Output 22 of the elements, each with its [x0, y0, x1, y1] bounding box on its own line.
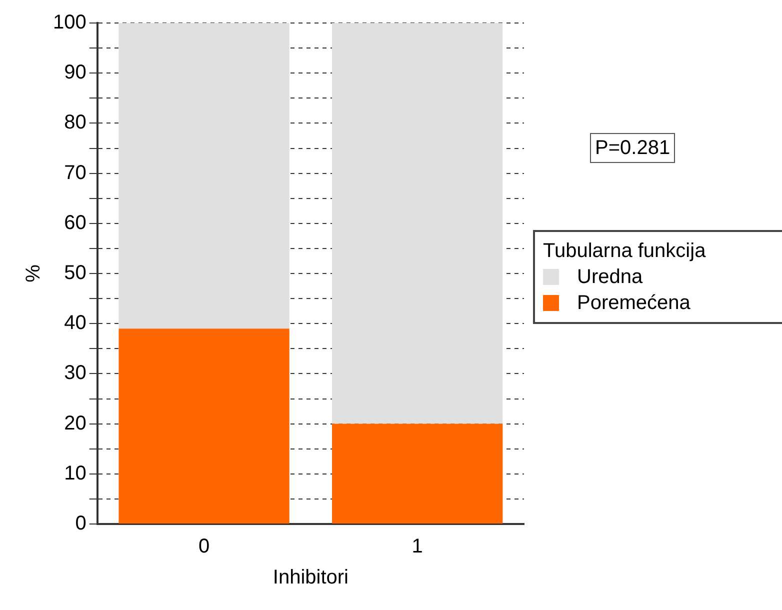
- y-tick-label: 40: [64, 312, 86, 334]
- x-tick-label: 1: [412, 536, 423, 558]
- legend-title: Tubularna funkcija: [543, 239, 707, 264]
- bar: [118, 328, 290, 524]
- y-tick-label: 100: [52, 12, 86, 34]
- bar: [332, 23, 503, 424]
- bar: [332, 424, 503, 524]
- y-tick-label: 0: [75, 512, 86, 535]
- y-tick-label: 90: [64, 62, 86, 84]
- y-tick-label: 50: [64, 262, 86, 284]
- y-tick-label: 60: [64, 212, 86, 234]
- y-tick-label: 70: [64, 162, 86, 184]
- legend-label: Poremećena: [577, 291, 690, 316]
- bar: [118, 23, 290, 329]
- y-tick-label: 20: [64, 412, 86, 434]
- y-tick-label: 80: [64, 112, 86, 134]
- x-axis-title: Inhibitori: [272, 566, 348, 589]
- legend-label: Uredna: [577, 265, 643, 290]
- y-tick-label: 10: [64, 462, 86, 484]
- text: P=0.281: [590, 133, 676, 163]
- y-axis-title: %: [22, 264, 45, 282]
- y-tick-label: 30: [64, 362, 86, 384]
